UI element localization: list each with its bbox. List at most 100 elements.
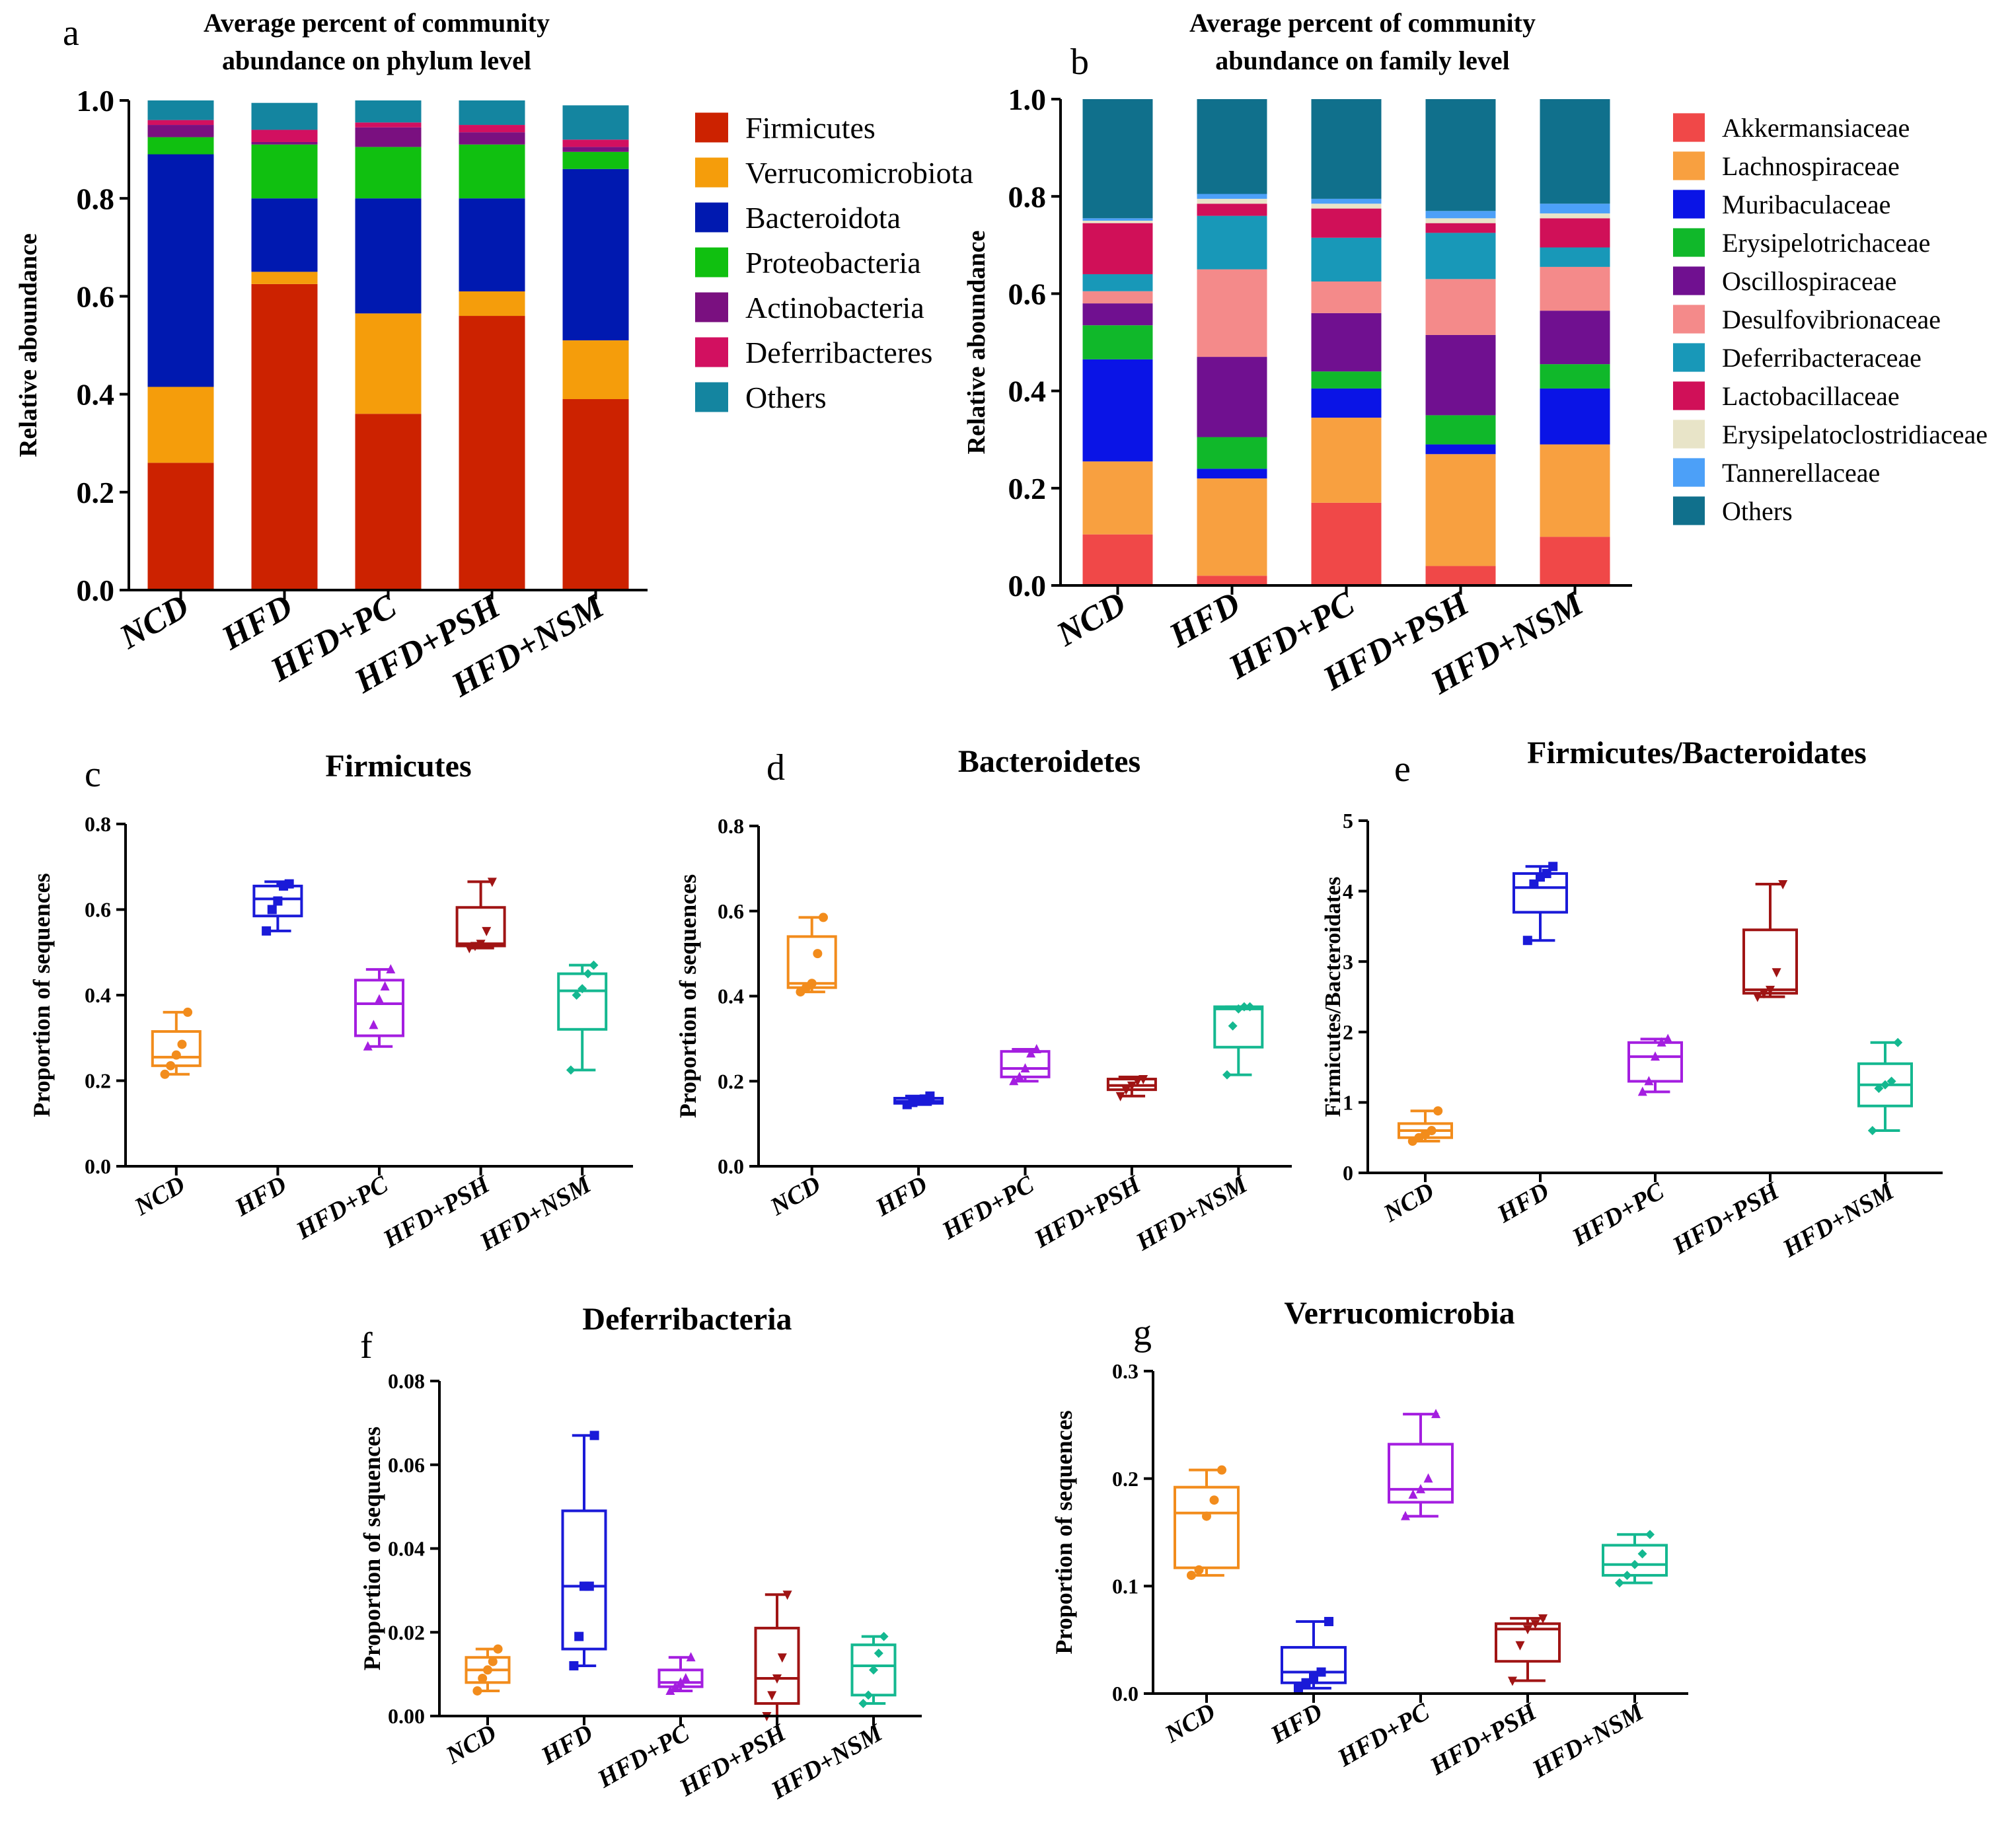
x-tick-label-hfd-psh: HFD+PSH bbox=[1668, 1177, 1785, 1261]
data-point-hfd-psh bbox=[1121, 1086, 1131, 1096]
bar-segment-muribaculaceae-ncd bbox=[1082, 359, 1153, 462]
legend-swatch-deferribacteres bbox=[695, 337, 728, 367]
y-tick-label: 0.0 bbox=[1112, 1682, 1139, 1705]
bar-segment-firmicutes-hfd-psh bbox=[459, 316, 525, 590]
legend-label-muribaculaceae: Muribaculaceae bbox=[1722, 190, 1890, 219]
y-tick-label: 0.08 bbox=[388, 1369, 425, 1393]
data-point-ncd bbox=[1209, 1495, 1219, 1505]
bar-segment-deferribacteraceae-hfd bbox=[1197, 215, 1267, 270]
data-point-hfd bbox=[1542, 868, 1551, 878]
legend-label-erysipelotrichaceae: Erysipelotrichaceae bbox=[1722, 228, 1930, 258]
data-point-hfd bbox=[284, 879, 294, 889]
data-point-hfd-nsm bbox=[858, 1698, 868, 1708]
bar-segment-deferribacteraceae-hfd-psh bbox=[1425, 233, 1496, 280]
x-tick-label-ncd: NCD bbox=[1378, 1177, 1438, 1228]
data-point-ncd bbox=[813, 949, 823, 959]
legend-label-tannerellaceae: Tannerellaceae bbox=[1722, 458, 1880, 488]
data-point-hfd-nsm bbox=[1228, 1021, 1238, 1031]
bar-segment-erysipelatoclostridiaceae-hfd-pc bbox=[1311, 204, 1382, 209]
data-point-hfd-psh bbox=[1772, 968, 1781, 978]
x-tick-label-ncd: NCD bbox=[1160, 1698, 1220, 1748]
x-tick-label-hfd-psh: HFD+PSH bbox=[1029, 1170, 1146, 1254]
box-hfd-nsm bbox=[557, 972, 608, 1031]
bar-segment-others-hfd-psh bbox=[459, 100, 525, 126]
y-axis-label: Proportion of sequences bbox=[675, 874, 701, 1118]
data-point-hfd-pc bbox=[369, 1020, 379, 1029]
y-tick-label: 3 bbox=[1343, 950, 1353, 973]
data-point-ncd bbox=[1433, 1106, 1443, 1116]
data-point-hfd bbox=[1529, 879, 1539, 889]
bar-segment-tannerellaceae-hfd bbox=[1197, 194, 1267, 199]
x-tick-label-hfd-nsm: HFD+NSM bbox=[474, 1170, 596, 1257]
bar-segment-akkermansiaceae-hfd bbox=[1197, 576, 1267, 585]
data-point-hfd-pc bbox=[1651, 1051, 1660, 1061]
bar-segment-deferribacteres-hfd bbox=[251, 130, 318, 142]
legend-swatch-bacteroidota bbox=[695, 202, 728, 233]
bar-segment-actinobacteria-ncd bbox=[147, 125, 214, 137]
data-point-hfd-nsm bbox=[869, 1665, 878, 1675]
bar-segment-deferribacteres-hfd-nsm bbox=[562, 139, 629, 147]
y-tick-label: 0.00 bbox=[388, 1704, 425, 1728]
data-point-hfd-pc bbox=[386, 964, 396, 974]
x-tick-label-ncd: NCD bbox=[765, 1170, 825, 1221]
box-ncd bbox=[1174, 1485, 1240, 1569]
bar-segment-firmicutes-hfd-pc bbox=[355, 414, 422, 590]
data-point-ncd bbox=[1427, 1126, 1437, 1136]
y-tick-label: 0.2 bbox=[85, 1069, 111, 1093]
data-point-hfd-psh bbox=[1139, 1075, 1148, 1085]
bar-segment-oscillospiraceae-hfd-psh bbox=[1425, 334, 1496, 416]
bar-segment-lactobacillaceae-hfd-nsm bbox=[1540, 218, 1610, 248]
bar-segment-oscillospiraceae-ncd bbox=[1082, 303, 1153, 326]
data-point-hfd-nsm bbox=[1614, 1578, 1624, 1588]
data-point-hfd bbox=[569, 1661, 579, 1670]
legend-swatch-deferribacteraceae bbox=[1673, 343, 1705, 372]
data-point-hfd-psh bbox=[482, 926, 492, 936]
data-point-hfd-nsm bbox=[1645, 1530, 1655, 1540]
y-tick-label: 4 bbox=[1343, 879, 1353, 903]
data-point-hfd-pc bbox=[1663, 1033, 1673, 1043]
bar-segment-proteobacteria-hfd-psh bbox=[459, 144, 525, 199]
data-point-ncd bbox=[818, 913, 828, 922]
bar-segment-tannerellaceae-hfd-nsm bbox=[1540, 204, 1610, 213]
bar-segment-akkermansiaceae-ncd bbox=[1082, 534, 1153, 585]
data-point-hfd bbox=[1316, 1667, 1326, 1677]
chart-title: abundance on phylum level bbox=[222, 46, 531, 75]
y-tick-label: 0.4 bbox=[1008, 375, 1047, 408]
data-point-hfd-nsm bbox=[1239, 1002, 1249, 1012]
bar-segment-erysipelatoclostridiaceae-hfd bbox=[1197, 198, 1267, 204]
legend-label-others: Others bbox=[1722, 496, 1793, 526]
y-axis-label: Proportion of sequences bbox=[1051, 1410, 1077, 1654]
bar-segment-desulfovibrionaceae-hfd-nsm bbox=[1540, 266, 1610, 311]
data-point-hfd-pc bbox=[1423, 1473, 1433, 1483]
chart-panel-g: Verrucomicrobia 0.0 0.1 0.2 0.3 Proportion of… bbox=[1051, 1296, 1688, 1783]
bar-segment-others-hfd bbox=[1197, 99, 1267, 194]
legend-swatch-others bbox=[695, 382, 728, 412]
data-point-hfd bbox=[589, 1431, 599, 1440]
data-point-hfd bbox=[1309, 1672, 1318, 1682]
data-point-hfd-psh bbox=[1133, 1077, 1142, 1087]
bar-segment-bacteroidota-hfd-pc bbox=[355, 198, 422, 314]
data-point-hfd-pc bbox=[375, 994, 384, 1004]
bar-segment-akkermansiaceae-hfd-pc bbox=[1311, 502, 1382, 585]
bar-segment-proteobacteria-ncd bbox=[147, 137, 214, 155]
panel-label: g bbox=[1133, 1312, 1152, 1353]
y-tick-label: 1.0 bbox=[1008, 83, 1047, 116]
bar-segment-lachnospiraceae-hfd-nsm bbox=[1540, 444, 1610, 537]
bar-segment-akkermansiaceae-hfd-psh bbox=[1425, 566, 1496, 585]
y-tick-label: 0.0 bbox=[1008, 569, 1047, 603]
data-point-hfd bbox=[273, 896, 283, 906]
panel-label: c bbox=[85, 754, 101, 795]
chart-title: Average percent of community bbox=[204, 8, 550, 38]
data-point-hfd-psh bbox=[470, 942, 480, 952]
data-point-hfd-psh bbox=[772, 1674, 782, 1684]
chart-title: Average percent of community bbox=[1189, 8, 1536, 38]
x-tick-label-hfd: HFD bbox=[1492, 1177, 1553, 1228]
legend-label-akkermansiaceae: Akkermansiaceae bbox=[1722, 113, 1910, 143]
bar-segment-erysipelotrichaceae-hfd-psh bbox=[1425, 415, 1496, 445]
bar-segment-erysipelatoclostridiaceae-hfd-psh bbox=[1425, 218, 1496, 223]
y-tick-label: 0.06 bbox=[388, 1453, 425, 1477]
chart-title: Firmicutes/Bacteroidates bbox=[1527, 735, 1867, 770]
bar-segment-erysipelatoclostridiaceae-ncd bbox=[1082, 221, 1153, 223]
legend-swatch-tannerellaceae bbox=[1673, 458, 1705, 487]
data-point-hfd bbox=[1324, 1617, 1334, 1627]
